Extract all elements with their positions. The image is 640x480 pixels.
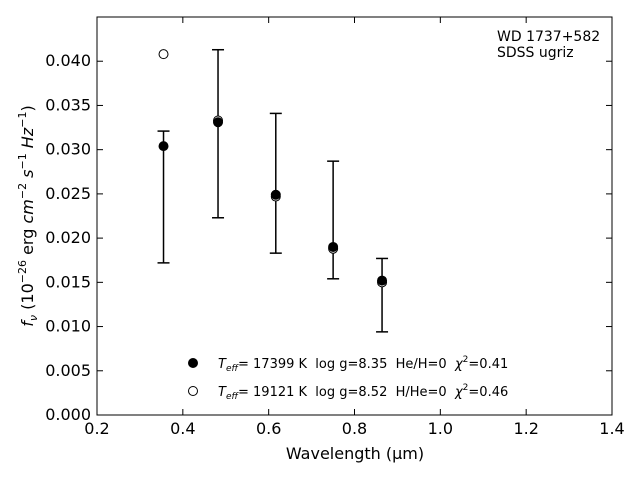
plot-frame xyxy=(96,16,613,416)
legend-marker-filled xyxy=(188,358,198,368)
x-tick-label: 0.4 xyxy=(170,419,195,438)
x-tick-label: 1.4 xyxy=(599,419,624,438)
y-tick-label: 0.040 xyxy=(45,51,91,70)
x-tick-label: 0.6 xyxy=(256,419,281,438)
annotation-survey: SDSS ugriz xyxy=(497,45,574,61)
legend-marker-open xyxy=(188,386,198,396)
y-tick-label: 0.000 xyxy=(45,405,91,424)
model-point-filled xyxy=(328,241,339,252)
y-tick-label: 0.035 xyxy=(45,95,91,114)
y-ticks: 0.000 0.005 0.010 0.015 0.020 0.025 0.030 0.035… xyxy=(45,51,612,424)
x-ticks: 0.2 0.4 0.6 0.8 1.0 1.2 1.4 xyxy=(84,17,625,438)
model-point-filled xyxy=(270,189,281,200)
annotation-star-name: WD 1737+582 xyxy=(497,29,600,45)
y-tick-label: 0.030 xyxy=(45,140,91,159)
model-point-filled xyxy=(377,275,388,286)
y-tick-label: 0.015 xyxy=(45,272,91,291)
x-tick-label: 1.0 xyxy=(428,419,453,438)
y-tick-label: 0.020 xyxy=(45,228,91,247)
legend-label-1: Teff= 17399 K log g=8.35 He/H=0 χ2=0.41 xyxy=(218,355,508,374)
x-tick-label: 1.2 xyxy=(513,419,538,438)
x-tick-label: 0.2 xyxy=(84,419,109,438)
model-point-open xyxy=(158,49,169,60)
x-axis-title: Wavelength (μm) xyxy=(286,444,424,463)
y-tick-label: 0.005 xyxy=(45,361,91,380)
model-point-filled xyxy=(213,117,224,128)
x-tick-label: 0.8 xyxy=(342,419,367,438)
model-point-filled xyxy=(158,141,169,152)
y-tick-label: 0.025 xyxy=(45,184,91,203)
legend-label-2: Teff= 19121 K log g=8.52 H/He=0 χ2=0.46 xyxy=(218,383,508,402)
y-axis-title: fν (10−26 erg cm−2 s−1 Hz−1) xyxy=(16,105,40,326)
legend: Teff= 17399 K log g=8.35 He/H=0 χ2=0.41 … xyxy=(188,355,508,402)
y-tick-label: 0.010 xyxy=(45,317,91,336)
